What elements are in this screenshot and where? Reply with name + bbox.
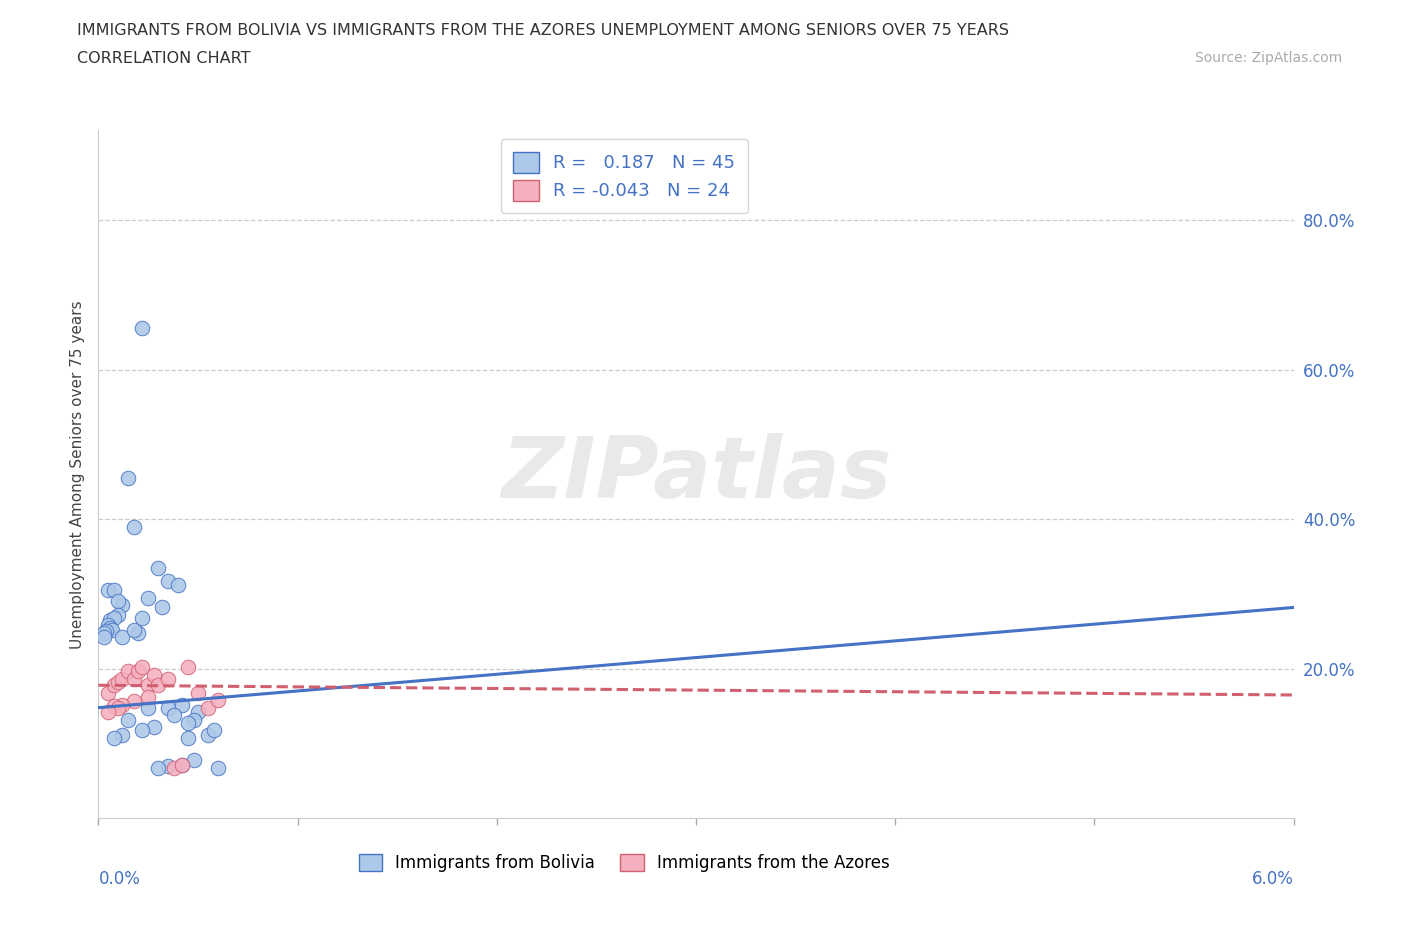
Point — [97, 583, 120, 598]
Point — [124, 622, 146, 637]
Text: 6.0%: 6.0% — [1251, 870, 1294, 887]
Point — [103, 583, 125, 598]
Point — [131, 723, 153, 737]
Y-axis label: Unemployment Among Seniors over 75 years: Unemployment Among Seniors over 75 years — [69, 300, 84, 648]
Point — [136, 678, 159, 693]
Point — [93, 630, 115, 644]
Point — [107, 607, 129, 622]
Text: IMMIGRANTS FROM BOLIVIA VS IMMIGRANTS FROM THE AZORES UNEMPLOYMENT AMONG SENIORS: IMMIGRANTS FROM BOLIVIA VS IMMIGRANTS FR… — [77, 23, 1010, 38]
Point — [127, 664, 149, 679]
Point — [207, 693, 229, 708]
Point — [157, 759, 180, 774]
Point — [136, 700, 159, 715]
Point — [124, 694, 146, 709]
Point — [157, 700, 180, 715]
Text: 0.0%: 0.0% — [98, 870, 141, 887]
Point — [150, 600, 173, 615]
Point — [103, 698, 125, 713]
Point — [167, 578, 190, 592]
Point — [97, 705, 120, 720]
Point — [98, 620, 122, 635]
Point — [97, 618, 120, 632]
Point — [103, 730, 125, 745]
Point — [143, 720, 166, 735]
Point — [107, 701, 129, 716]
Point — [157, 671, 180, 686]
Point — [96, 624, 118, 639]
Point — [177, 730, 200, 745]
Point — [143, 668, 166, 683]
Point — [136, 591, 159, 605]
Point — [124, 519, 146, 534]
Point — [107, 594, 129, 609]
Point — [98, 613, 122, 628]
Point — [187, 705, 209, 720]
Point — [117, 712, 139, 727]
Point — [207, 760, 229, 775]
Text: CORRELATION CHART: CORRELATION CHART — [77, 51, 250, 66]
Point — [177, 660, 200, 675]
Point — [187, 685, 209, 700]
Point — [197, 700, 219, 715]
Point — [111, 630, 134, 644]
Point — [103, 610, 125, 625]
Point — [111, 671, 134, 686]
Point — [163, 760, 186, 775]
Point — [131, 321, 153, 336]
Text: Source: ZipAtlas.com: Source: ZipAtlas.com — [1195, 51, 1343, 65]
Point — [93, 626, 115, 641]
Point — [127, 626, 149, 641]
Point — [131, 610, 153, 625]
Point — [103, 678, 125, 693]
Point — [177, 715, 200, 730]
Point — [97, 685, 120, 700]
Point — [172, 757, 194, 772]
Legend: Immigrants from Bolivia, Immigrants from the Azores: Immigrants from Bolivia, Immigrants from… — [352, 847, 897, 879]
Point — [157, 573, 180, 588]
Point — [117, 471, 139, 485]
Text: ZIPatlas: ZIPatlas — [501, 432, 891, 516]
Point — [148, 760, 170, 775]
Point — [136, 690, 159, 705]
Point — [183, 712, 205, 727]
Point — [107, 675, 129, 690]
Point — [202, 723, 225, 737]
Point — [131, 660, 153, 675]
Point — [111, 727, 134, 742]
Point — [172, 698, 194, 712]
Point — [124, 671, 146, 686]
Point — [183, 752, 205, 767]
Point — [111, 698, 134, 712]
Point — [197, 727, 219, 742]
Point — [163, 708, 186, 723]
Point — [111, 598, 134, 613]
Point — [101, 622, 124, 637]
Point — [148, 678, 170, 693]
Point — [117, 664, 139, 679]
Point — [148, 561, 170, 576]
Point — [172, 757, 194, 772]
